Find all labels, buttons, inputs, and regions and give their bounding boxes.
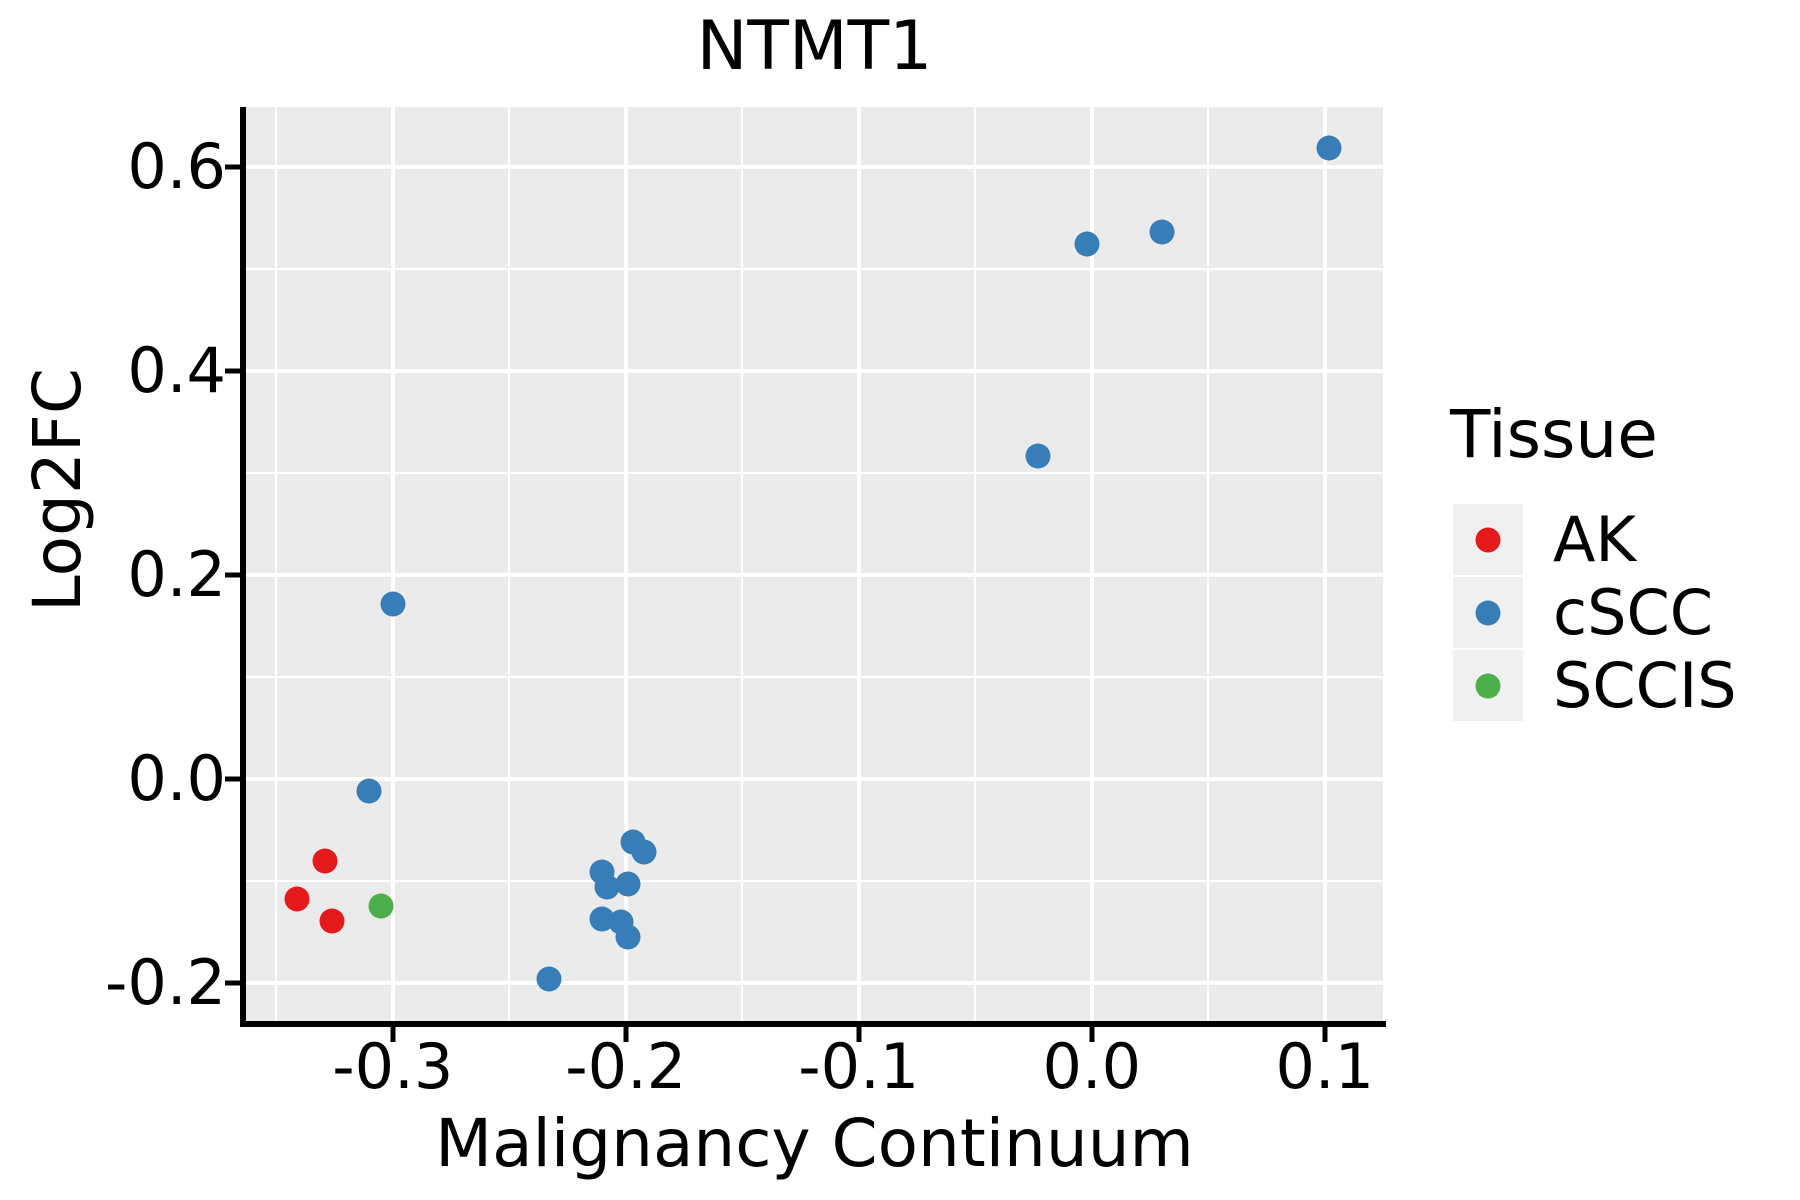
data-point bbox=[356, 778, 382, 804]
data-point bbox=[615, 924, 641, 950]
x-gridline-minor bbox=[275, 107, 278, 1021]
legend-key bbox=[1453, 650, 1523, 721]
data-point bbox=[615, 871, 641, 897]
data-point bbox=[380, 591, 406, 617]
data-point bbox=[594, 874, 620, 900]
data-point bbox=[536, 966, 562, 992]
y-tick-label: 0.0 bbox=[127, 742, 226, 816]
y-gridline-major bbox=[246, 777, 1383, 782]
x-tick-label: 0.1 bbox=[1275, 1030, 1375, 1103]
data-point bbox=[284, 886, 310, 912]
legend-title: Tissue bbox=[1450, 396, 1658, 473]
y-axis-title: Log2FC bbox=[19, 368, 96, 612]
x-axis-line bbox=[240, 1021, 1386, 1027]
legend-key bbox=[1453, 504, 1523, 575]
y-tick-label: 0.2 bbox=[127, 538, 226, 612]
y-gridline-major bbox=[246, 165, 1383, 170]
data-point bbox=[368, 893, 394, 919]
y-tick bbox=[225, 368, 240, 374]
data-point bbox=[319, 908, 345, 934]
y-tick-label: -0.2 bbox=[105, 946, 226, 1020]
legend-key bbox=[1453, 577, 1523, 648]
x-axis-title: Malignancy Continuum bbox=[435, 1105, 1194, 1182]
legend-label: AK bbox=[1553, 502, 1637, 576]
y-gridline-major bbox=[246, 981, 1383, 986]
y-axis-line bbox=[240, 107, 246, 1027]
x-gridline-major bbox=[1322, 107, 1327, 1021]
legend-label: cSCC bbox=[1553, 575, 1714, 649]
y-tick bbox=[225, 164, 240, 170]
legend-dot-cscc bbox=[1475, 600, 1501, 625]
data-point bbox=[312, 848, 338, 874]
legend-label: SCCIS bbox=[1553, 648, 1737, 722]
y-gridline-minor bbox=[246, 880, 1383, 883]
legend-dot-ak bbox=[1475, 527, 1501, 552]
data-point bbox=[631, 839, 657, 865]
x-tick bbox=[856, 1027, 862, 1042]
legend-dot-sccis bbox=[1475, 673, 1501, 698]
x-gridline-major bbox=[1089, 107, 1094, 1021]
y-tick bbox=[225, 572, 240, 578]
x-tick bbox=[1322, 1027, 1328, 1042]
y-tick-label: 0.4 bbox=[127, 334, 226, 408]
x-gridline-minor bbox=[508, 107, 511, 1021]
data-point bbox=[1025, 443, 1051, 469]
y-gridline-minor bbox=[246, 268, 1383, 271]
y-gridline-minor bbox=[246, 676, 1383, 679]
x-gridline-major bbox=[390, 107, 395, 1021]
x-tick bbox=[623, 1027, 629, 1042]
x-gridline-minor bbox=[741, 107, 744, 1021]
y-tick bbox=[225, 980, 240, 986]
y-tick-label: 0.6 bbox=[127, 130, 226, 204]
x-tick-label: -0.2 bbox=[565, 1030, 687, 1103]
x-gridline-minor bbox=[1207, 107, 1210, 1021]
data-point bbox=[1149, 219, 1175, 245]
plot-panel bbox=[246, 107, 1383, 1021]
x-tick-label: 0.0 bbox=[1042, 1030, 1142, 1103]
data-point bbox=[1074, 231, 1100, 257]
y-gridline-minor bbox=[246, 472, 1383, 475]
x-gridline-minor bbox=[974, 107, 977, 1021]
x-gridline-major bbox=[623, 107, 628, 1021]
x-tick bbox=[1089, 1027, 1095, 1042]
plot-title: NTMT1 bbox=[696, 7, 933, 86]
x-tick-label: -0.1 bbox=[798, 1030, 920, 1103]
y-gridline-major bbox=[246, 573, 1383, 578]
x-tick-label: -0.3 bbox=[332, 1030, 454, 1103]
y-gridline-major bbox=[246, 369, 1383, 374]
x-gridline-major bbox=[856, 107, 861, 1021]
x-tick bbox=[390, 1027, 396, 1042]
y-tick bbox=[225, 776, 240, 782]
data-point bbox=[1316, 135, 1342, 161]
